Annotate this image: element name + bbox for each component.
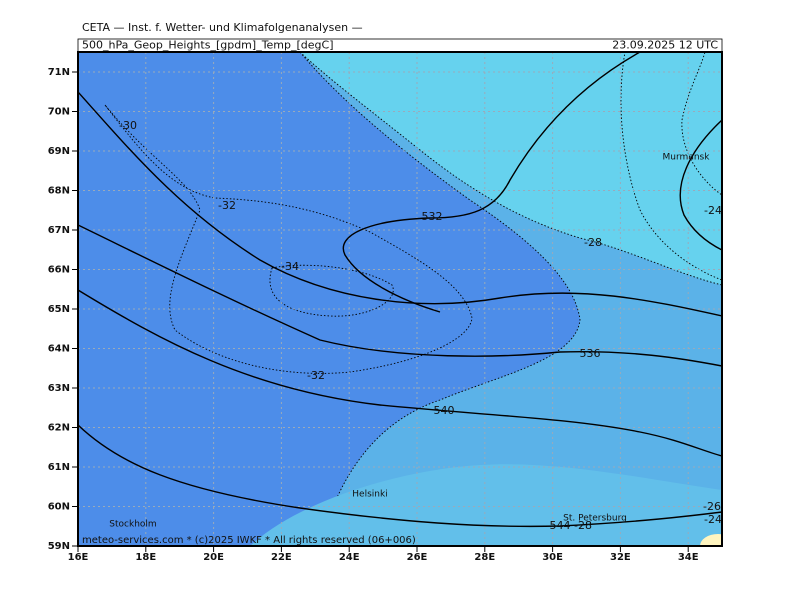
lat-label: 63N <box>48 383 70 394</box>
city-label: Stockholm <box>109 520 156 530</box>
city-label: Murmansk <box>663 153 711 163</box>
height-contour <box>78 289 722 457</box>
field-south <box>250 464 722 546</box>
lon-label: 24E <box>339 552 360 563</box>
contour-label: -34 <box>281 260 299 273</box>
field-warm <box>700 534 722 546</box>
lat-label: 67N <box>48 225 70 236</box>
city-label: Helsinki <box>352 490 387 500</box>
field-22 <box>681 52 722 196</box>
lat-label: 60N <box>48 502 70 513</box>
lat-label: 70N <box>48 107 70 118</box>
lon-label: 16E <box>68 552 89 563</box>
contour-label: -30 <box>119 119 137 132</box>
lat-label: 64N <box>48 344 70 355</box>
lon-label: 26E <box>407 552 428 563</box>
contour-label: -32 <box>218 199 236 212</box>
lon-label: 20E <box>203 552 224 563</box>
height-contour <box>78 91 722 317</box>
contour-label: -24 <box>704 204 722 217</box>
contour-label: -24 <box>704 513 722 526</box>
labels: 59N 60N 61N 62N 63N 64N 65N 66N 67N 68N 69N 70N 71N 1… <box>48 67 722 563</box>
lat-label: 68N <box>48 186 70 197</box>
product: 500_hPa_Geop_Heights_[gpdm]_Temp_[degC] <box>82 39 334 52</box>
field-34 <box>269 264 394 317</box>
lon-label: 22E <box>271 552 292 563</box>
height-contour <box>78 224 722 367</box>
lon-label: 18E <box>135 552 156 563</box>
contour-label: 536 <box>580 347 601 360</box>
contour-label: 544 <box>550 519 571 532</box>
lon-label: 28E <box>474 552 495 563</box>
field-24 <box>620 52 722 281</box>
lat-label: 71N <box>48 67 70 78</box>
institute: CETA — Inst. f. Wetter- und Klimafolgena… <box>82 21 363 34</box>
contour-label: -32 <box>307 369 325 382</box>
contour-label: -28 <box>574 519 592 532</box>
isotherm <box>299 52 722 286</box>
lat-label: 62N <box>48 423 70 434</box>
lat-label: 66N <box>48 265 70 276</box>
city-label: St. Petersburg <box>563 514 627 524</box>
field-26 <box>300 52 722 285</box>
contour-label: 540 <box>434 404 455 417</box>
lat-label: 61N <box>48 462 70 473</box>
grid <box>78 52 722 546</box>
lon-label: 34E <box>678 552 699 563</box>
field-30 <box>78 52 580 546</box>
height-contour <box>342 52 641 313</box>
lat-label: 59N <box>48 541 70 552</box>
lat-label: 65N <box>48 304 70 315</box>
height-contour <box>679 119 722 251</box>
valid-time: 23.09.2025 12 UTC <box>612 39 718 52</box>
contour-label: 532 <box>422 210 443 223</box>
footer: meteo-services.com * (c)2025 IWKF * All … <box>82 535 416 546</box>
contour-label: -26 <box>703 500 721 513</box>
plot-frame <box>77 51 723 547</box>
height-contour <box>78 424 722 528</box>
field-32 <box>104 104 473 374</box>
lon-label: 32E <box>610 552 631 563</box>
lon-label: 30E <box>542 552 563 563</box>
isotherm <box>299 52 581 546</box>
contour-label: -28 <box>584 236 602 249</box>
map-field <box>78 52 722 546</box>
lat-label: 69N <box>48 146 70 157</box>
